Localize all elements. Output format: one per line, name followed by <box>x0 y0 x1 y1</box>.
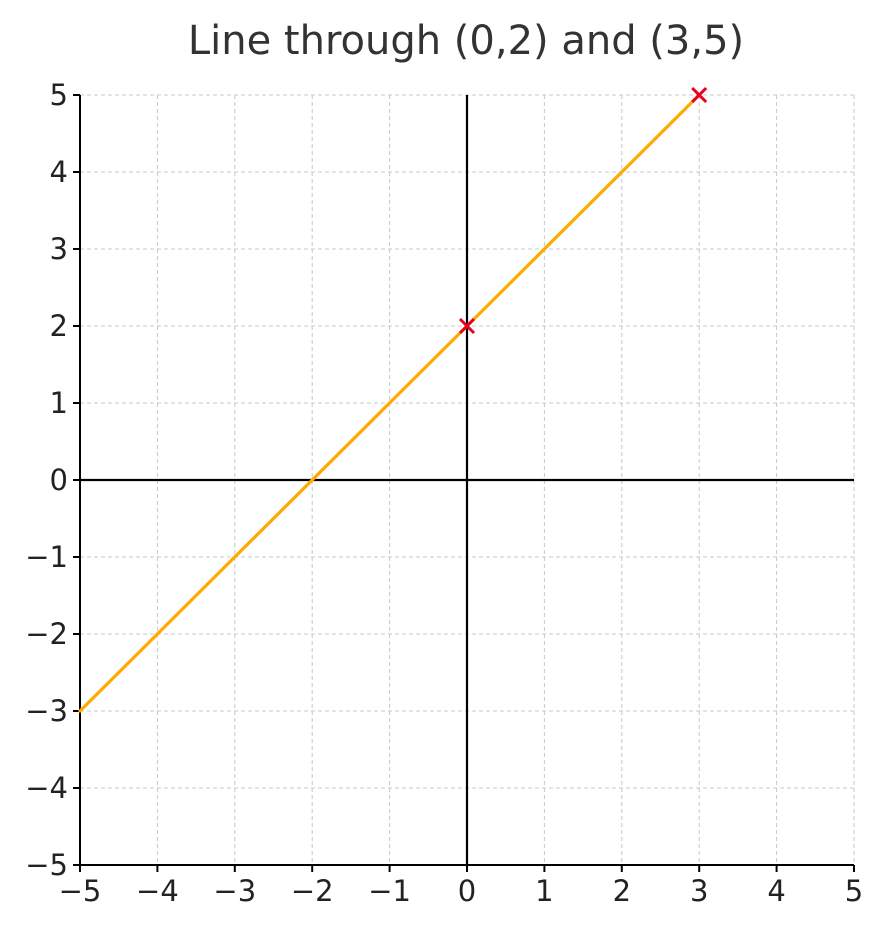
x-tick-label: −5 <box>59 874 102 908</box>
y-tick-label: −4 <box>25 771 68 805</box>
x-tick-label: −3 <box>213 874 256 908</box>
series-line <box>78 93 701 713</box>
x-tick-label: 3 <box>690 874 708 908</box>
x-tick-label: −1 <box>368 874 411 908</box>
y-tick-label: −3 <box>25 694 68 728</box>
point-marker <box>458 317 476 335</box>
x-tick-label: 2 <box>613 874 631 908</box>
point-marker <box>691 86 708 104</box>
y-tick-label: −2 <box>25 617 68 651</box>
y-tick-label: 1 <box>50 386 68 420</box>
x-tick-label: −4 <box>136 874 179 908</box>
axes <box>73 94 855 872</box>
y-tick-label: 0 <box>50 463 68 497</box>
series-layer <box>78 86 708 713</box>
chart-title: Line through (0,2) and (3,5) <box>188 18 744 64</box>
marker-stroke <box>691 86 708 104</box>
tick-labels: −5 −4 −3 −2 −1 0 1 2 3 4 5 −5 −4 −3 −2 −1 0 1 2 3 4 5 <box>25 78 863 908</box>
y-tick-label: 5 <box>50 78 68 112</box>
x-tick-label: 1 <box>535 874 553 908</box>
y-tick-label: 4 <box>50 155 68 189</box>
y-tick-label: −1 <box>25 540 68 574</box>
x-tick-label: 0 <box>458 874 476 908</box>
marker-stroke <box>458 317 476 335</box>
x-tick-label: −2 <box>291 874 334 908</box>
x-tick-label: 5 <box>845 874 863 908</box>
y-tick-label: 3 <box>50 232 68 266</box>
y-tick-label: 2 <box>50 309 68 343</box>
x-tick-label: 4 <box>767 874 785 908</box>
y-tick-label: −5 <box>25 848 68 882</box>
